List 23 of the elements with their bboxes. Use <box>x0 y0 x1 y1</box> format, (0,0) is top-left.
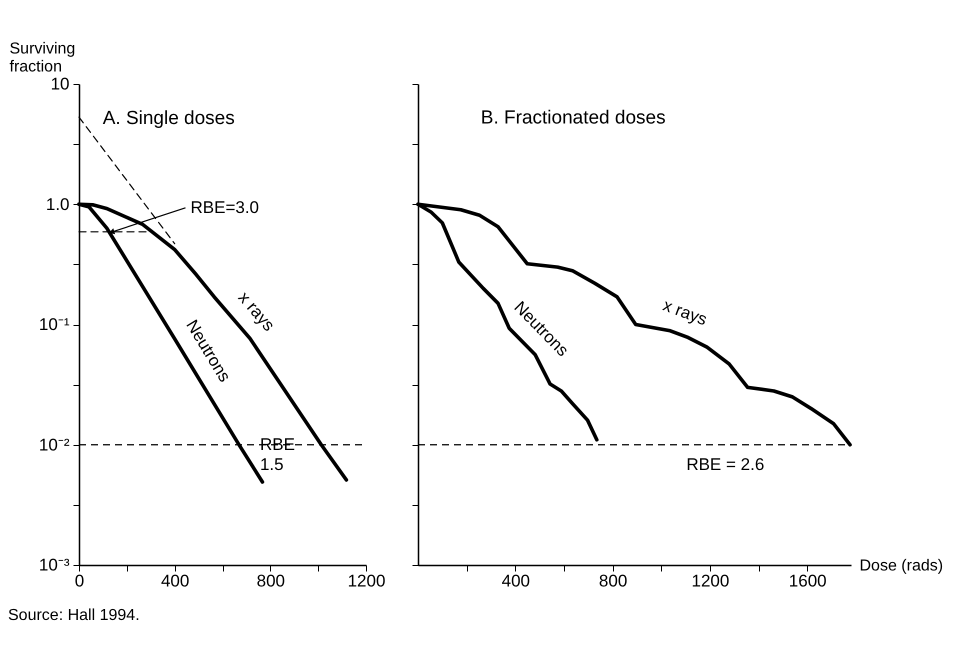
x-tick-label: 400 <box>160 572 190 590</box>
x-tick-label: 0 <box>74 572 84 590</box>
y-tick-label: 1.0 <box>46 194 70 214</box>
y-tick-label: 10⁻¹ <box>38 315 70 334</box>
text: A. Single doses <box>102 108 235 129</box>
y-axis-title: Surviving fraction <box>10 40 76 76</box>
x-tick-label: 1600 <box>788 572 827 590</box>
text: x rays <box>660 296 710 330</box>
y-tick-label: 10 <box>50 74 70 94</box>
x-tick-label: 400 <box>502 572 530 590</box>
x-tick-label: 1200 <box>348 572 386 590</box>
annotation: RBE 1.5 <box>260 434 295 474</box>
x-tick-label: 800 <box>598 572 628 590</box>
x-tick-label: 800 <box>256 572 286 590</box>
source-note: Source: Hall 1994. <box>8 607 140 624</box>
text: B. Fractionated doses <box>480 108 666 128</box>
annotation: RBE = 2.6 <box>686 454 764 474</box>
annotation: RBE=3.0 <box>190 198 259 217</box>
y-tick-label: 10⁻³ <box>38 556 70 574</box>
x-tick-label: 1200 <box>691 572 730 590</box>
y-tick-label: 10⁻² <box>38 435 70 454</box>
text: x rays <box>234 288 278 335</box>
x-axis-title: Dose (rads) <box>860 558 944 574</box>
